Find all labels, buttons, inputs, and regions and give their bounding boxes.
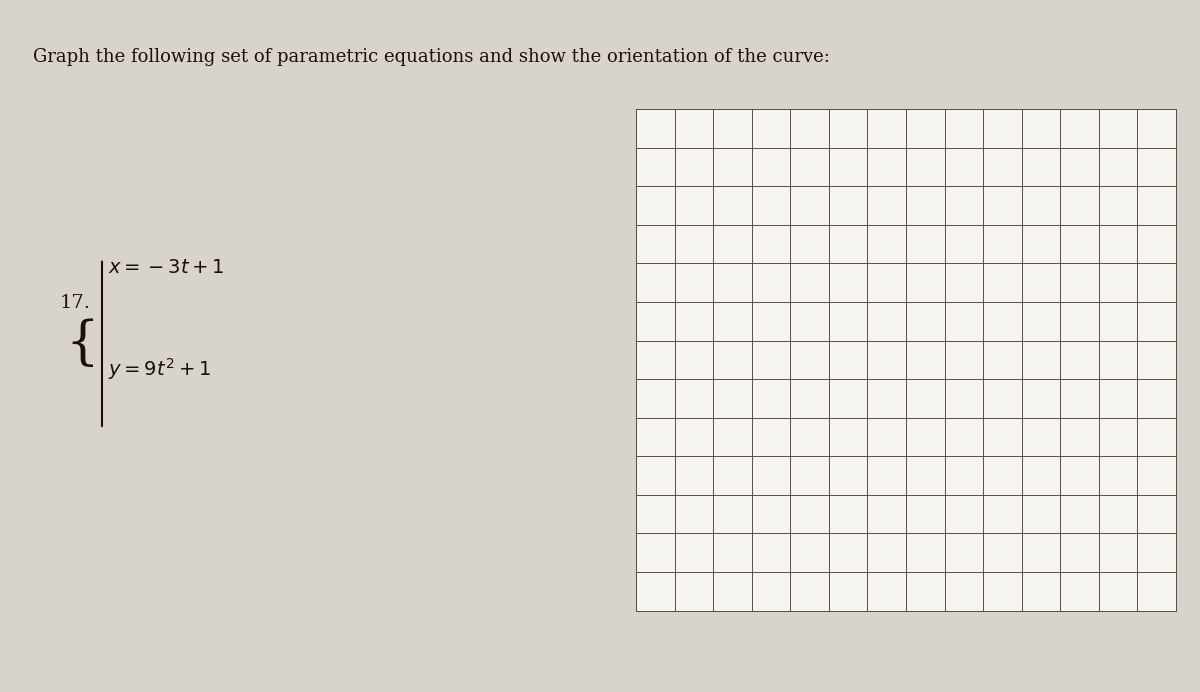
- Text: $x = -3t + 1$: $x = -3t + 1$: [108, 259, 224, 277]
- Text: 17.: 17.: [60, 294, 91, 312]
- Text: Graph the following set of parametric equations and show the orientation of the : Graph the following set of parametric eq…: [34, 48, 830, 66]
- Text: $y = 9t^2 + 1$: $y = 9t^2 + 1$: [108, 356, 211, 382]
- Text: {: {: [65, 318, 98, 370]
